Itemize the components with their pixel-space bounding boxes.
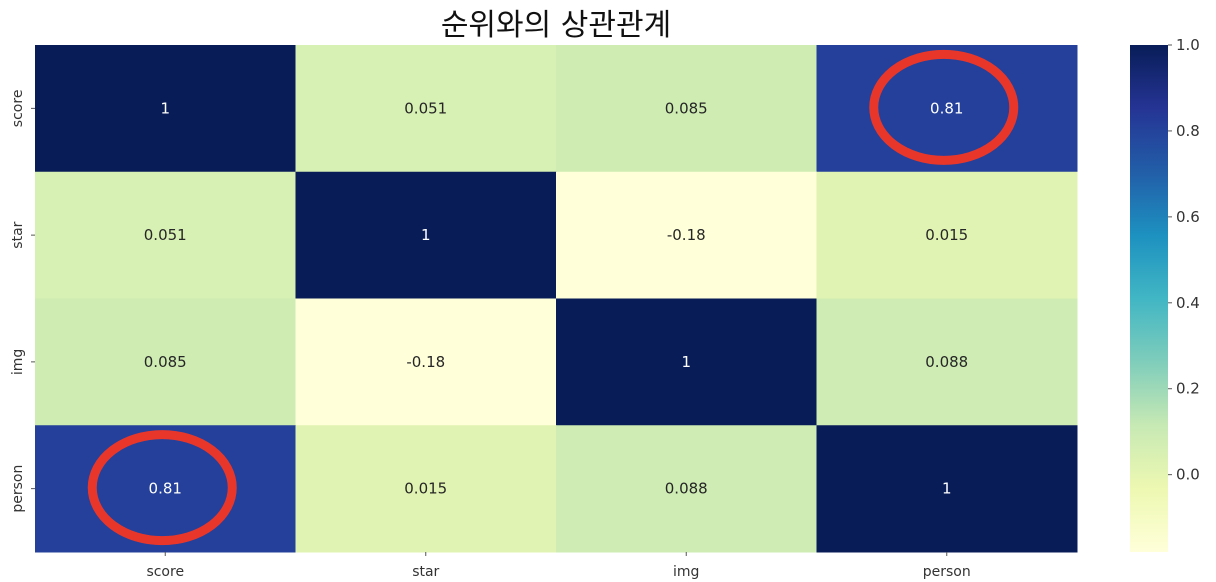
- chart-title: 순위와의 상관관계: [441, 8, 671, 43]
- heatmap-cells: [35, 45, 1078, 553]
- cell-value-label: 1: [421, 226, 431, 244]
- heatmap-cell: [35, 45, 296, 173]
- cell-value-label: -0.18: [667, 226, 706, 244]
- heatmap-cell: [556, 45, 817, 173]
- highlight-circle: [869, 49, 1019, 165]
- y-axis-ticks: score star img person: [10, 90, 35, 513]
- colorbar-tick-label: 0.8: [1176, 122, 1200, 140]
- x-tick-label: person: [923, 564, 971, 580]
- colorbar-tick-label: 0.4: [1176, 294, 1200, 312]
- highlight-circles: [87, 49, 1019, 546]
- colorbar-tick-label: 0.6: [1176, 208, 1200, 226]
- heatmap-cell: [295, 425, 557, 553]
- heatmap-cell: [35, 171, 296, 299]
- x-axis-ticks: score star img person: [146, 552, 971, 580]
- cell-value-label: 0.015: [925, 226, 968, 244]
- heatmap-cell: [556, 298, 817, 426]
- y-tick-label: img: [10, 349, 26, 375]
- heatmap-cell: [35, 298, 296, 426]
- x-tick-label: img: [673, 564, 699, 580]
- colorbar-tick-label: 0.2: [1176, 380, 1200, 398]
- heatmap-cell: [816, 45, 1078, 173]
- cell-value-label: 0.81: [930, 99, 963, 117]
- heatmap-cell: [295, 298, 557, 426]
- cell-value-label: 0.088: [925, 353, 968, 371]
- heatmap-cell: [295, 45, 557, 173]
- y-tick-label: score: [10, 90, 26, 128]
- cell-value-label: 1: [160, 99, 170, 117]
- heatmap-cell: [816, 425, 1078, 553]
- colorbar-ticks: 0.0 0.2 0.4 0.6 0.8 1.0: [1168, 36, 1200, 484]
- heatmap-cell-labels: 1 0.051 0.085 0.81 0.051 1 -0.18 0.015 0.085 -0.1…: [144, 99, 968, 497]
- cell-value-label: -0.18: [406, 353, 445, 371]
- heatmap-cell: [556, 425, 817, 553]
- colorbar-gradient: [1130, 45, 1168, 552]
- cell-value-label: 0.81: [149, 480, 182, 498]
- colorbar-tick-label: 0.0: [1176, 466, 1200, 484]
- highlight-circle: [87, 430, 237, 546]
- cell-value-label: 1: [942, 480, 952, 498]
- heatmap-cell: [556, 171, 817, 299]
- cell-value-label: 0.088: [665, 480, 708, 498]
- cell-value-label: 0.085: [665, 99, 708, 117]
- cell-value-label: 0.015: [404, 480, 447, 498]
- y-tick-label: person: [10, 465, 26, 513]
- heatmap-cell: [35, 425, 296, 553]
- heatmap-cell: [816, 298, 1078, 426]
- heatmap-cell: [816, 171, 1078, 299]
- y-tick-label: star: [10, 221, 26, 248]
- heatmap-cell: [295, 171, 557, 299]
- x-tick-label: score: [146, 564, 184, 580]
- colorbar-tick-label: 1.0: [1176, 36, 1200, 54]
- cell-value-label: 0.051: [144, 226, 187, 244]
- x-tick-label: star: [412, 564, 439, 580]
- cell-value-label: 0.085: [144, 353, 187, 371]
- cell-value-label: 0.051: [404, 99, 447, 117]
- cell-value-label: 1: [681, 353, 691, 371]
- colorbar: 0.0 0.2 0.4 0.6 0.8 1.0: [1130, 36, 1200, 552]
